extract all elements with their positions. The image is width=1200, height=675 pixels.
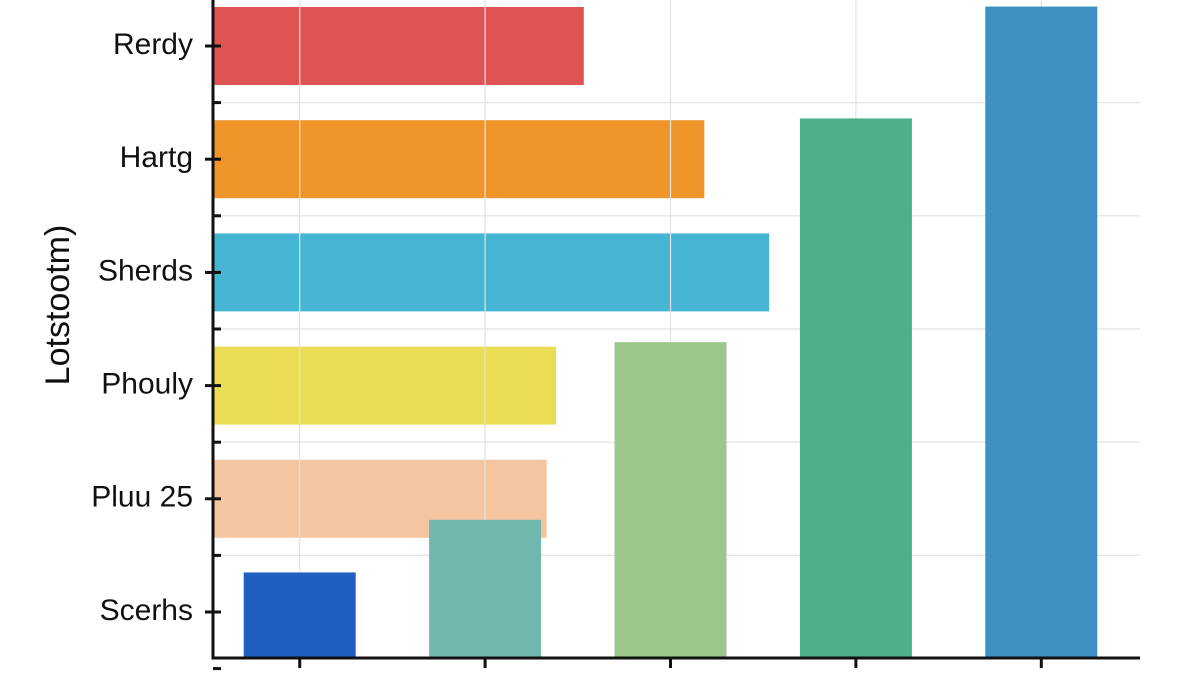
bar bbox=[799, 118, 912, 658]
bar bbox=[429, 519, 542, 658]
y-tick-label: Phouly bbox=[101, 368, 193, 401]
bar bbox=[985, 6, 1098, 658]
bar bbox=[243, 572, 356, 658]
y-axis-title: Lotstootm) bbox=[39, 225, 77, 386]
y-tick-label: Sherds bbox=[98, 254, 193, 287]
bar bbox=[213, 233, 770, 312]
y-tick-label: Hartg bbox=[120, 141, 193, 174]
bar bbox=[213, 120, 705, 199]
y-tick-label: Rerdy bbox=[113, 28, 193, 61]
y-tick-label: Scerhs bbox=[100, 594, 193, 627]
bar bbox=[213, 7, 584, 85]
y-tick-label: Pluu 25 bbox=[91, 481, 193, 514]
bar bbox=[614, 342, 727, 658]
bar bbox=[213, 346, 556, 425]
